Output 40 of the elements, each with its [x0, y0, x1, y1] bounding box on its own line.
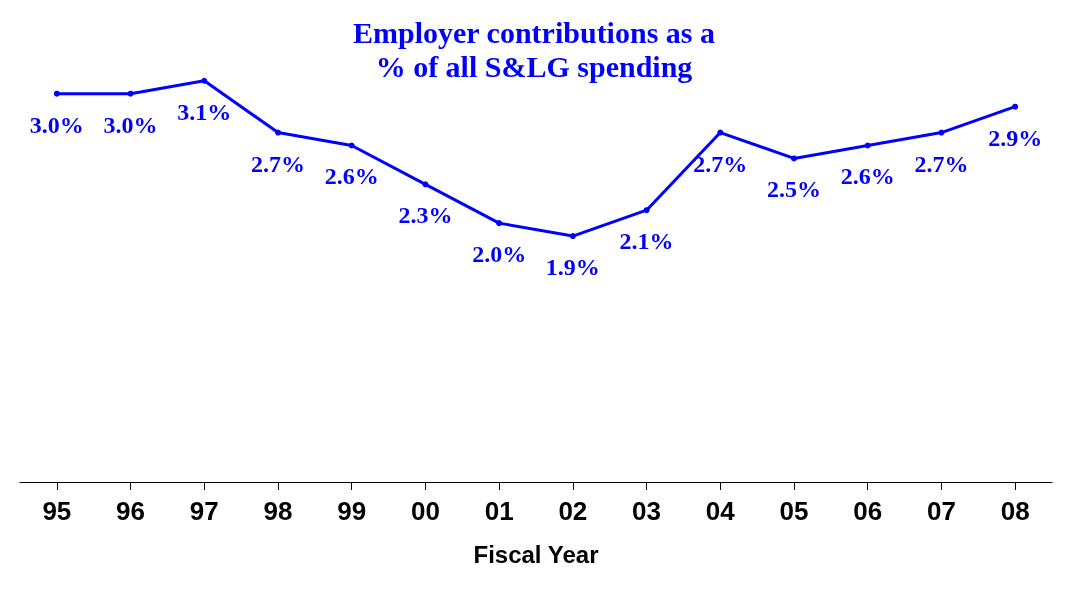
- point: [643, 207, 650, 214]
- data-label: 2.7%: [914, 150, 969, 177]
- data-label: 2.9%: [988, 124, 1043, 151]
- point: [938, 129, 945, 136]
- x-tick-label: 98: [263, 496, 293, 526]
- x-tick-label: 08: [1000, 496, 1030, 526]
- x-tick-label: 07: [926, 496, 956, 526]
- x-tick-label: 03: [632, 496, 662, 526]
- point: [201, 77, 208, 84]
- x-axis-title: Fiscal Year: [473, 540, 599, 568]
- data-label: 2.6%: [324, 163, 379, 190]
- chart-title: Employer contributions as a % of all S&LG spending: [353, 15, 715, 83]
- data-label: 2.3%: [398, 202, 453, 229]
- data-label: 2.7%: [693, 150, 748, 177]
- data-label: 2.1%: [619, 228, 674, 255]
- data-label: 3.1%: [177, 98, 232, 125]
- x-tick-label: 00: [410, 496, 440, 526]
- x-tick-label: 01: [484, 496, 514, 526]
- x-tick-label: 97: [189, 496, 219, 526]
- x-tick-label: 96: [116, 496, 146, 526]
- x-tick-label: 05: [779, 496, 809, 526]
- data-label: 2.5%: [767, 176, 821, 203]
- x-tick-label: 02: [558, 496, 588, 526]
- point: [496, 220, 503, 227]
- point: [53, 90, 60, 97]
- x-tick-label: 99: [337, 496, 367, 526]
- data-label: 2.0%: [472, 241, 527, 268]
- data-label: 3.0%: [103, 111, 158, 138]
- point: [275, 129, 281, 136]
- point: [569, 233, 576, 240]
- x-tick-label: 06: [853, 496, 883, 526]
- data-label: 3.0%: [29, 111, 84, 138]
- data-label: 2.6%: [840, 163, 895, 190]
- point: [422, 181, 429, 188]
- point: [791, 155, 797, 162]
- point: [1012, 103, 1019, 110]
- data-label: 2.7%: [251, 150, 305, 177]
- x-tick-label: 04: [705, 496, 736, 526]
- data-label: 1.9%: [545, 254, 600, 281]
- x-tick-label: 95: [42, 496, 72, 526]
